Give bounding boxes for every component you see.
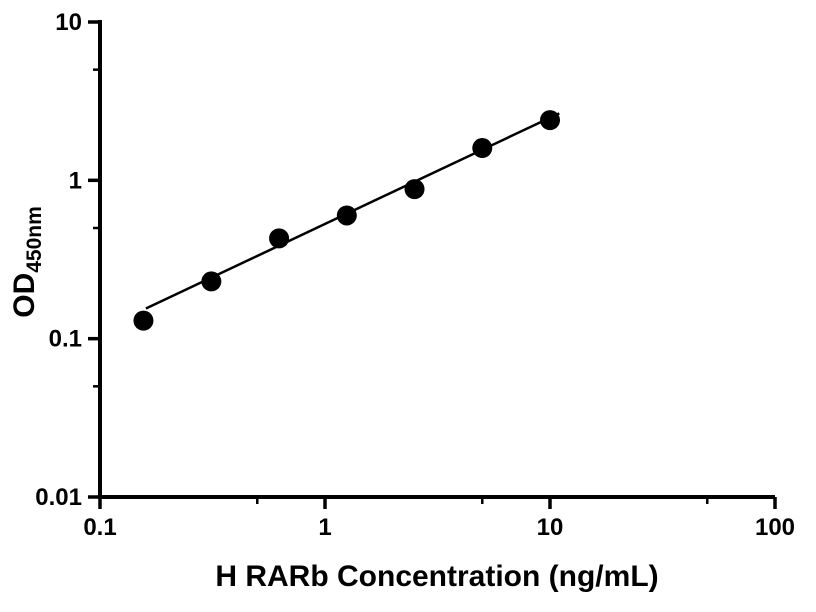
y-axis-tick-label: 0.01 [35,484,82,511]
data-point [201,271,222,292]
y-axis-tick-label: 10 [55,9,82,36]
y-axis-tick-label: 0.1 [49,326,82,353]
y-axis-title-subscript: 450nm [23,206,46,273]
data-point [133,310,154,331]
axis-spines [98,20,775,499]
data-point [336,205,357,226]
data-point [540,110,560,131]
data-point [269,228,290,249]
y-axis-title: OD450nm [8,206,46,318]
data-series [133,110,560,331]
data-point [472,138,493,159]
y-axis-tick-label: 1 [69,167,82,194]
x-axis-tick-label: 10 [537,514,564,541]
y-axis-title-main: OD [8,273,41,318]
data-point [404,179,425,200]
x-axis-tick-label: 1 [318,514,331,541]
x-axis-tick-label: 100 [755,514,795,541]
x-axis-tick-label: 0.1 [83,514,116,541]
x-axis-title: H RARb Concentration (ng/mL) [215,560,658,593]
